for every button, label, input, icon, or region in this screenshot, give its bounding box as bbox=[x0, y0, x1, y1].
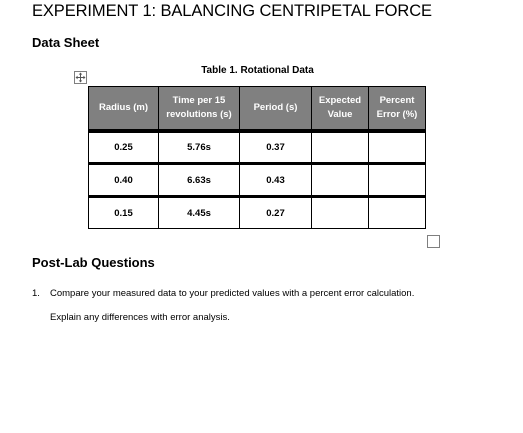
table-resize-handle[interactable] bbox=[427, 235, 440, 248]
cell-time[interactable]: 6.63s bbox=[158, 162, 240, 197]
cell-radius[interactable]: 0.15 bbox=[88, 195, 159, 229]
cell-percent-error[interactable] bbox=[368, 162, 426, 197]
header-period[interactable]: Period (s) bbox=[239, 86, 312, 132]
cell-percent-error[interactable] bbox=[368, 129, 426, 164]
question-continuation-text: Explain any differences with error analy… bbox=[50, 312, 230, 323]
cell-period[interactable]: 0.37 bbox=[239, 129, 312, 164]
header-time-line1: Time per 15 bbox=[172, 95, 226, 107]
cell-expected-value[interactable] bbox=[311, 129, 369, 164]
header-expected-line2: Value bbox=[327, 109, 353, 120]
cell-expected-value[interactable] bbox=[311, 162, 369, 197]
post-lab-heading: Post-Lab Questions bbox=[32, 255, 155, 270]
header-period-label: Period (s) bbox=[253, 102, 298, 114]
document-title: EXPERIMENT 1: BALANCING CENTRIPETAL FORC… bbox=[32, 2, 432, 20]
header-percent-error[interactable]: Percent Error (%) bbox=[368, 86, 426, 132]
question-text: Compare your measured data to your predi… bbox=[50, 288, 415, 299]
header-time-per-15-revolutions[interactable]: Time per 15 revolutions (s) bbox=[158, 86, 240, 132]
move-arrows-icon bbox=[75, 72, 86, 83]
table-row: 0.15 4.45s 0.27 bbox=[88, 195, 426, 229]
list-item: 1. Compare your measured data to your pr… bbox=[32, 288, 512, 300]
header-percent-line1: Percent bbox=[379, 95, 415, 107]
cell-radius[interactable]: 0.40 bbox=[88, 162, 159, 197]
question-number: 1. bbox=[32, 288, 40, 299]
question-continuation: Explain any differences with error analy… bbox=[32, 312, 512, 324]
header-expected-line1: Expected bbox=[318, 95, 362, 107]
data-sheet-heading: Data Sheet bbox=[32, 35, 100, 50]
header-percent-line2: Error (%) bbox=[376, 109, 418, 120]
cell-radius[interactable]: 0.25 bbox=[88, 129, 159, 164]
cell-expected-value[interactable] bbox=[311, 195, 369, 229]
rotational-data-table: Radius (m) Time per 15 revolutions (s) Pe… bbox=[88, 86, 426, 229]
cell-percent-error[interactable] bbox=[368, 195, 426, 229]
cell-time[interactable]: 4.45s bbox=[158, 195, 240, 229]
table-header-row: Radius (m) Time per 15 revolutions (s) Pe… bbox=[88, 86, 426, 132]
question-list: 1. Compare your measured data to your pr… bbox=[32, 288, 512, 324]
cell-period[interactable]: 0.27 bbox=[239, 195, 312, 229]
cell-time[interactable]: 5.76s bbox=[158, 129, 240, 164]
header-time-line2: revolutions (s) bbox=[166, 109, 232, 120]
table-row: 0.40 6.63s 0.43 bbox=[88, 162, 426, 197]
table-move-handle[interactable] bbox=[74, 71, 87, 84]
table-caption: Table 1. Rotational Data bbox=[201, 65, 314, 76]
header-radius[interactable]: Radius (m) bbox=[88, 86, 159, 132]
cell-period[interactable]: 0.43 bbox=[239, 162, 312, 197]
header-expected-value[interactable]: Expected Value bbox=[311, 86, 369, 132]
header-radius-label: Radius (m) bbox=[98, 102, 149, 114]
table-row: 0.25 5.76s 0.37 bbox=[88, 129, 426, 164]
